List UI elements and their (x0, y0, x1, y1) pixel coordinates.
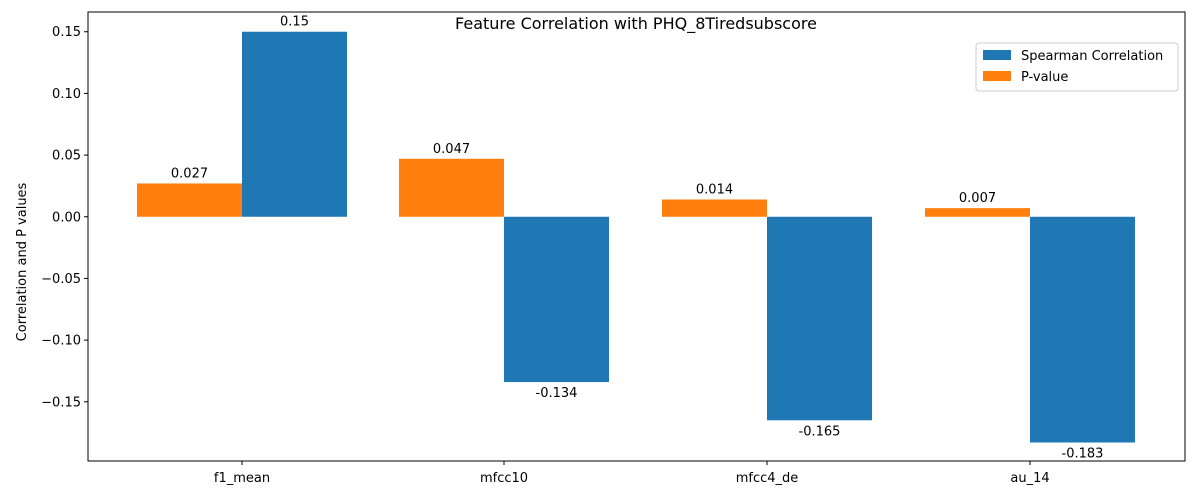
x-tick-label-f1_mean: f1_mean (214, 471, 270, 486)
correlation-bar-mfcc4_de (767, 216, 872, 421)
y-tick-label: −0.05 (41, 272, 81, 287)
y-tick-label: −0.10 (41, 334, 81, 349)
pvalue-bar-mfcc10 (399, 158, 504, 217)
x-tick-label-mfcc4_de: mfcc4_de (736, 471, 799, 486)
y-tick-label: −0.15 (41, 395, 81, 410)
correlation-value-label-f1_mean: 0.15 (280, 15, 309, 30)
correlation-bar-mfcc10 (504, 216, 609, 383)
legend-swatch (983, 50, 1011, 60)
bars-layer (137, 31, 1135, 443)
correlation-value-label-mfcc10: -0.134 (536, 386, 578, 401)
correlation-value-label-mfcc4_de: -0.165 (799, 424, 841, 439)
legend-swatch (983, 71, 1011, 81)
bar-labels-layer: 0.15 -0.134 -0.165 -0.183 0.027 0.047 0.014 0.0… (171, 15, 1104, 462)
correlation-bar-f1_mean (242, 31, 347, 217)
pvalue-value-label-mfcc10: 0.047 (433, 142, 470, 157)
pvalue-value-label-f1_mean: 0.027 (171, 166, 208, 181)
y-axis: −0.15 −0.10 −0.05 0.00 0.05 0.10 0.15 (41, 25, 88, 410)
legend: Spearman Correlation P-value (975, 42, 1179, 92)
legend-box (975, 42, 1179, 92)
correlation-bar-au_14 (1030, 216, 1135, 443)
correlation-value-label-au_14: -0.183 (1062, 446, 1104, 461)
legend-label: P-value (1021, 70, 1068, 85)
chart-title: Feature Correlation with PHQ_8Tiredsubsc… (455, 14, 817, 34)
y-tick-label: 0.15 (52, 25, 81, 40)
pvalue-value-label-au_14: 0.007 (959, 191, 996, 206)
x-axis: f1_mean mfcc10 mfcc4_de au_14 (214, 461, 1050, 486)
legend-label: Spearman Correlation (1021, 49, 1163, 64)
pvalue-value-label-mfcc4_de: 0.014 (696, 182, 733, 197)
pvalue-bar-f1_mean (137, 183, 242, 217)
plot-frame (87, 11, 1186, 462)
x-tick-label-mfcc10: mfcc10 (480, 471, 528, 486)
y-tick-label: 0.10 (52, 87, 81, 102)
pvalue-bar-mfcc4_de (662, 199, 767, 217)
x-tick-label-au_14: au_14 (1010, 471, 1049, 486)
y-tick-label: 0.05 (52, 149, 81, 164)
pvalue-bar-au_14 (925, 208, 1030, 217)
y-axis-label: Correlation and P values (15, 182, 30, 341)
y-tick-label: 0.00 (52, 210, 81, 225)
